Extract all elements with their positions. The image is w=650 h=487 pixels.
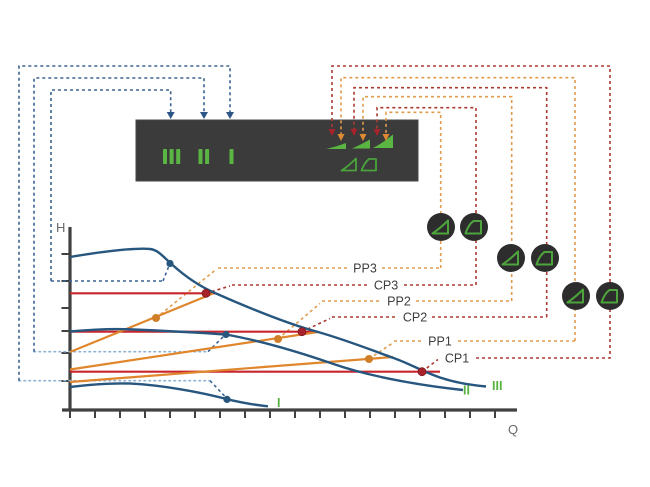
dot-pp2 — [274, 335, 282, 343]
pointer-pp1 — [368, 342, 393, 360]
pointer-cp2 — [301, 317, 331, 333]
curve-iii — [69, 247, 487, 388]
x-axis-ticks — [69, 410, 496, 418]
pointer-curve-ii — [207, 334, 226, 353]
dot-cp3 — [201, 288, 211, 298]
pointer-curve-iii — [162, 264, 171, 282]
dot-curve-i — [223, 395, 231, 403]
curve-i-label: I — [277, 396, 280, 410]
speed-indicator-i — [229, 149, 234, 164]
dot-curve-ii — [222, 330, 230, 339]
loop-speed-i — [18, 65, 231, 381]
pp3-label: PP3 — [353, 262, 377, 276]
pp3-line — [69, 292, 214, 354]
loop-cp1 — [331, 65, 611, 359]
mode-button-pp1 — [562, 282, 590, 310]
proportional-pressure-icon — [431, 219, 449, 235]
loop-pp3 — [218, 111, 442, 269]
ramp-level-3-icon — [373, 134, 393, 148]
pointer-curve-i — [209, 380, 227, 399]
loop-speed-iii — [50, 89, 172, 282]
mode-button-pp3 — [427, 213, 455, 241]
mode-button-cp2 — [531, 244, 559, 272]
speed-indicator-ii — [198, 149, 210, 164]
speed-setting-links — [18, 65, 234, 399]
control-panel — [135, 119, 419, 182]
loop-cp3 — [232, 106, 477, 286]
proportional-pressure-icon — [340, 157, 357, 172]
constant-pressure-icon — [464, 220, 482, 235]
constant-pressure-lines — [70, 292, 440, 373]
curve-i — [69, 382, 269, 408]
dot-cp1 — [417, 367, 427, 377]
constant-pressure-icon — [535, 251, 553, 266]
cp3-label: CP3 — [374, 279, 398, 293]
mode-button-cp3 — [460, 213, 488, 241]
loop-cp2 — [332, 86, 548, 318]
ramp-level-2-icon — [352, 139, 370, 149]
pump-speed-curves — [69, 247, 487, 408]
ramp-level-1-icon — [326, 143, 346, 149]
curve-ii-label: II — [463, 384, 470, 398]
pp1-line — [69, 355, 394, 384]
red-arrowheads — [328, 129, 381, 136]
loop-pp2 — [322, 95, 513, 302]
cp2-label: CP2 — [403, 311, 427, 325]
blue-arrowheads — [166, 112, 234, 119]
curve-iii-label: III — [492, 379, 502, 393]
pp2-label: PP2 — [387, 295, 411, 309]
dot-pp1 — [365, 355, 373, 363]
pp1-label: PP1 — [428, 335, 452, 349]
mode-button-pp2 — [497, 244, 525, 272]
mode-button-cp1 — [596, 282, 624, 310]
curve-ii — [69, 327, 464, 392]
constant-pressure-icon — [360, 158, 377, 172]
loop-speed-ii — [33, 77, 205, 352]
mode-buttons — [427, 213, 624, 310]
constant-pressure-icon — [600, 289, 618, 304]
dot-curve-iii — [166, 259, 174, 268]
proportional-pressure-icon — [566, 288, 584, 304]
y-axis-label: H — [56, 220, 65, 235]
cp1-label: CP1 — [445, 352, 469, 366]
dot-cp2 — [297, 327, 307, 337]
proportional-pressure-icon — [501, 250, 519, 266]
pointer-cp3 — [205, 285, 231, 295]
orange-arrowheads — [337, 134, 390, 141]
dot-pp3 — [152, 314, 160, 322]
cp-mode-links — [205, 65, 611, 373]
loop-pp1 — [340, 76, 576, 342]
x-axis-label: Q — [508, 422, 518, 437]
speed-indicator-iii — [163, 149, 181, 164]
duty-points — [152, 259, 427, 403]
